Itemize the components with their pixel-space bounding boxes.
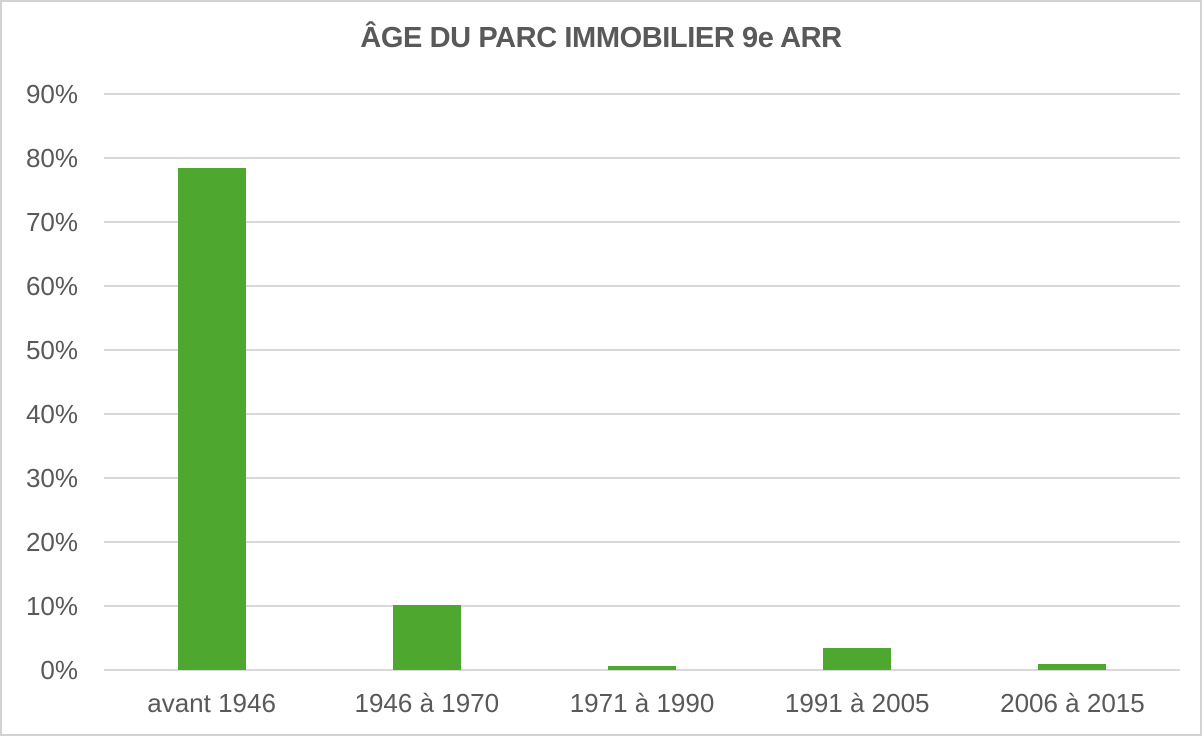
gridline: [104, 477, 1180, 479]
x-category-label: 1971 à 1990: [569, 688, 715, 718]
gridline: [104, 413, 1180, 415]
gridline: [104, 669, 1180, 671]
bar: [1038, 664, 1107, 670]
bar: [392, 605, 461, 670]
x-category-label: 2006 à 2015: [1000, 688, 1145, 718]
bar: [608, 666, 676, 670]
x-category-label: 1946 à 1970: [354, 688, 500, 718]
y-tick-label: 30%: [25, 463, 78, 493]
y-axis-tick-labels: 0% 10% 20% 30% 40% 50% 60% 70% 80% 90%: [2, 81, 78, 683]
y-tick-label: 80%: [25, 143, 78, 173]
y-tick-label: 60%: [25, 271, 78, 301]
gridline: [104, 157, 1180, 159]
x-category-label: 1991 à 2005: [784, 688, 930, 718]
y-tick-label: 50%: [25, 335, 78, 365]
gridline: [104, 541, 1180, 543]
chart-title: ÂGE DU PARC IMMOBILIER 9e ARR: [360, 22, 842, 54]
gridline: [104, 93, 1180, 95]
y-tick-label: 70%: [25, 207, 78, 237]
gridline: [104, 221, 1180, 223]
plot-area: [104, 93, 1180, 671]
gridline: [104, 285, 1180, 287]
y-tick-label: 90%: [25, 79, 78, 109]
y-tick-label: 10%: [25, 591, 78, 621]
bar-series: [104, 94, 1180, 670]
x-axis-category-labels: avant 1946 1946 à 1970 1971 à 1990 1991 à 2…: [104, 688, 1180, 718]
bar: [177, 168, 246, 670]
bar: [823, 648, 892, 670]
gridline: [104, 349, 1180, 351]
gridline: [104, 605, 1180, 607]
y-tick-label: 20%: [25, 527, 78, 557]
y-tick-label: 0%: [40, 655, 78, 685]
x-category-label: avant 1946: [147, 688, 276, 718]
y-tick-label: 40%: [25, 399, 78, 429]
